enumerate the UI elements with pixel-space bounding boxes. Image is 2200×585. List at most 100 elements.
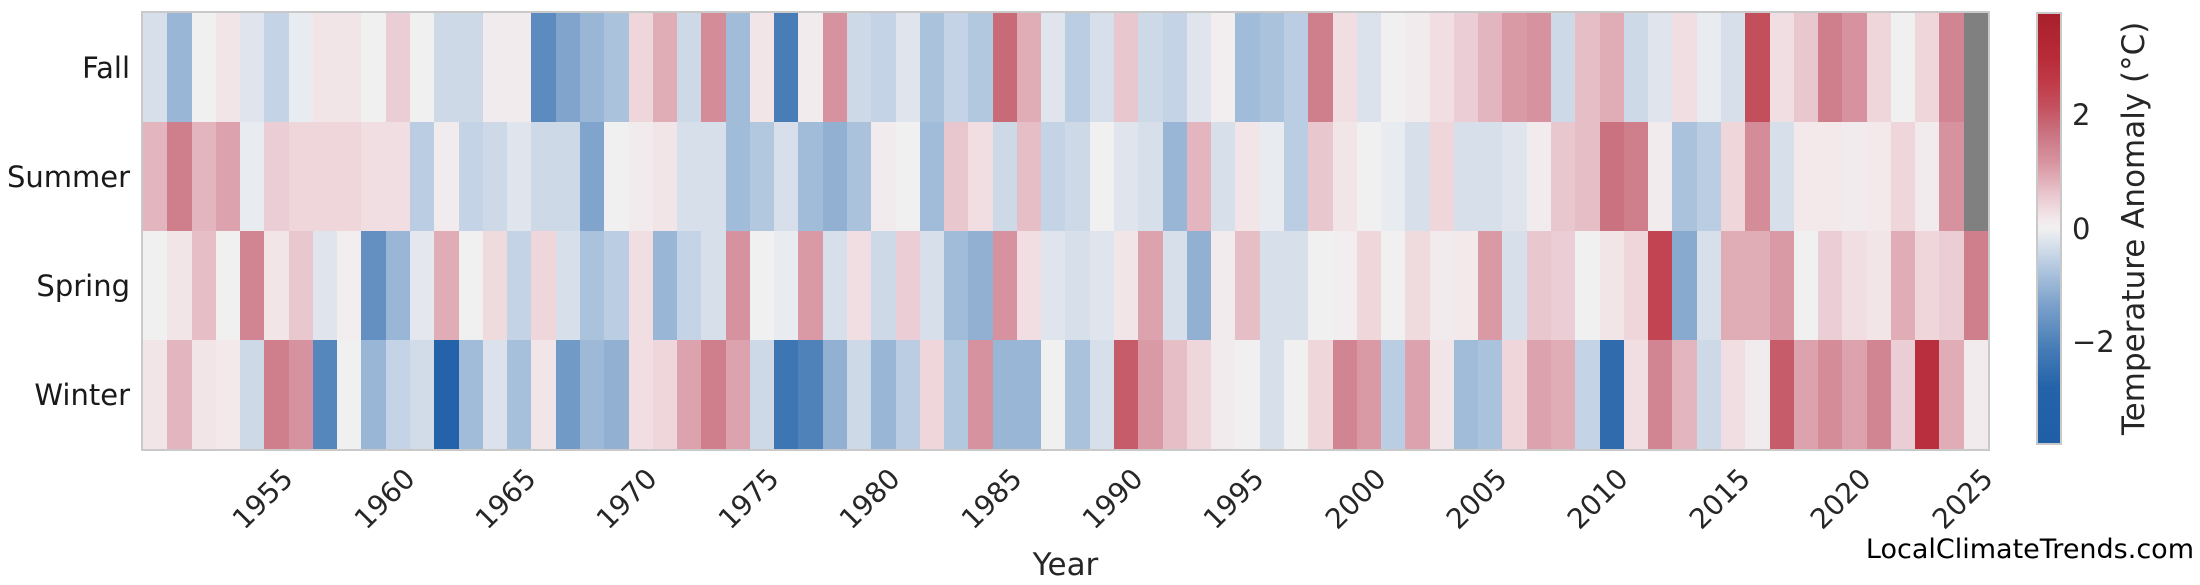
heatmap-cell xyxy=(1186,231,1212,340)
heatmap-cell xyxy=(482,13,508,122)
heatmap-cell xyxy=(628,13,653,122)
heatmap-cell xyxy=(143,231,168,340)
heatmap-cell xyxy=(871,340,896,449)
heatmap-cell xyxy=(167,13,192,122)
heatmap-cell xyxy=(555,340,580,449)
heatmap-cell xyxy=(1186,340,1212,449)
colorbar-tick-label: 2 xyxy=(2072,97,2091,132)
heatmap-cell xyxy=(1672,231,1697,340)
heatmap-cell xyxy=(1162,13,1187,122)
heatmap-cell xyxy=(1089,231,1115,340)
heatmap-cell xyxy=(579,122,605,231)
heatmap-cell xyxy=(847,122,872,231)
heatmap-cell xyxy=(215,340,241,449)
heatmap-cell xyxy=(288,340,313,449)
heatmap-cell xyxy=(604,13,629,122)
heatmap-cell xyxy=(531,231,556,340)
heatmap-cell xyxy=(579,13,605,122)
heatmap-cell xyxy=(1599,122,1624,231)
heatmap-cell xyxy=(1381,122,1406,231)
heatmap-cell xyxy=(1890,231,1916,340)
heatmap-cell xyxy=(579,340,605,449)
heatmap-cell xyxy=(1526,340,1552,449)
heatmap-cell xyxy=(215,231,241,340)
heatmap-cell xyxy=(798,122,823,231)
heatmap-cell xyxy=(288,231,313,340)
heatmap-cell xyxy=(822,231,847,340)
heatmap-cell xyxy=(1793,231,1819,340)
heatmap-cell xyxy=(1890,340,1916,449)
heatmap-cell xyxy=(1138,231,1163,340)
heatmap-cell xyxy=(1114,122,1139,231)
heatmap-cell xyxy=(1283,340,1309,449)
heatmap-cell xyxy=(1259,13,1284,122)
heatmap-cell xyxy=(968,122,993,231)
heatmap-cell xyxy=(919,122,945,231)
heatmap-cell xyxy=(822,13,847,122)
heatmap-cell xyxy=(1332,122,1357,231)
heatmap-cell xyxy=(749,13,775,122)
heatmap-cell xyxy=(1963,231,1988,340)
heatmap-cell xyxy=(847,231,872,340)
heatmap-cell xyxy=(1818,340,1843,449)
heatmap-cell xyxy=(652,13,678,122)
heatmap-cell xyxy=(1623,340,1649,449)
heatmap-cell xyxy=(1575,231,1600,340)
heatmap-cell xyxy=(1769,122,1794,231)
heatmap-cell xyxy=(1648,340,1673,449)
heatmap-cell xyxy=(1308,231,1333,340)
heatmap-cell xyxy=(1478,340,1503,449)
heatmap-cell xyxy=(385,13,411,122)
heatmap-cell xyxy=(1939,231,1964,340)
heatmap-cell xyxy=(555,231,580,340)
heatmap-cell xyxy=(944,340,969,449)
heatmap-cell xyxy=(167,340,192,449)
heatmap-cell xyxy=(1745,231,1770,340)
heatmap-cell xyxy=(143,122,168,231)
heatmap-cell xyxy=(579,231,605,340)
heatmap-cell xyxy=(1235,340,1260,449)
heatmap-cell xyxy=(1429,122,1454,231)
heatmap-cell xyxy=(1405,231,1430,340)
heatmap-cell xyxy=(725,122,750,231)
x-axis-tick-label: 1995 xyxy=(1197,462,1271,536)
heatmap-cell xyxy=(725,231,750,340)
heatmap-cell xyxy=(1842,122,1867,231)
heatmap-cell xyxy=(312,13,338,122)
heatmap-cell xyxy=(1623,122,1649,231)
heatmap-cell xyxy=(1575,122,1600,231)
heatmap-cell xyxy=(701,231,726,340)
heatmap-cell xyxy=(1526,122,1552,231)
heatmap-cell xyxy=(798,231,823,340)
heatmap-cell xyxy=(312,122,338,231)
heatmap-cell xyxy=(1551,231,1576,340)
heatmap-cell xyxy=(992,13,1017,122)
heatmap-cell xyxy=(1939,340,1964,449)
heatmap-cell xyxy=(1793,340,1819,449)
heatmap-cell xyxy=(968,13,993,122)
heatmap-cell xyxy=(1818,13,1843,122)
heatmap-cell xyxy=(1283,13,1309,122)
x-axis-tick-label: 1965 xyxy=(468,462,543,536)
heatmap-cell xyxy=(1769,231,1794,340)
heatmap-cell xyxy=(1041,13,1066,122)
heatmap-cell xyxy=(1502,13,1527,122)
heatmap-cell xyxy=(1963,13,1988,122)
heatmap-cell xyxy=(725,340,750,449)
heatmap-cell xyxy=(337,231,362,340)
x-axis-tick-label: 2000 xyxy=(1318,462,1393,536)
heatmap-cell xyxy=(1259,122,1284,231)
heatmap-cell xyxy=(288,13,313,122)
heatmap-cell xyxy=(1211,340,1236,449)
heatmap-cell xyxy=(677,340,702,449)
heatmap-cell xyxy=(1478,122,1503,231)
heatmap-cell xyxy=(604,122,629,231)
heatmap-cell xyxy=(628,122,653,231)
heatmap-cell xyxy=(191,13,216,122)
x-axis-tick-label: 1955 xyxy=(226,462,300,536)
heatmap-cell xyxy=(1211,231,1236,340)
heatmap-cell xyxy=(1211,122,1236,231)
heatmap-cell xyxy=(1308,122,1333,231)
x-axis-tick-label: 2005 xyxy=(1439,462,1514,536)
